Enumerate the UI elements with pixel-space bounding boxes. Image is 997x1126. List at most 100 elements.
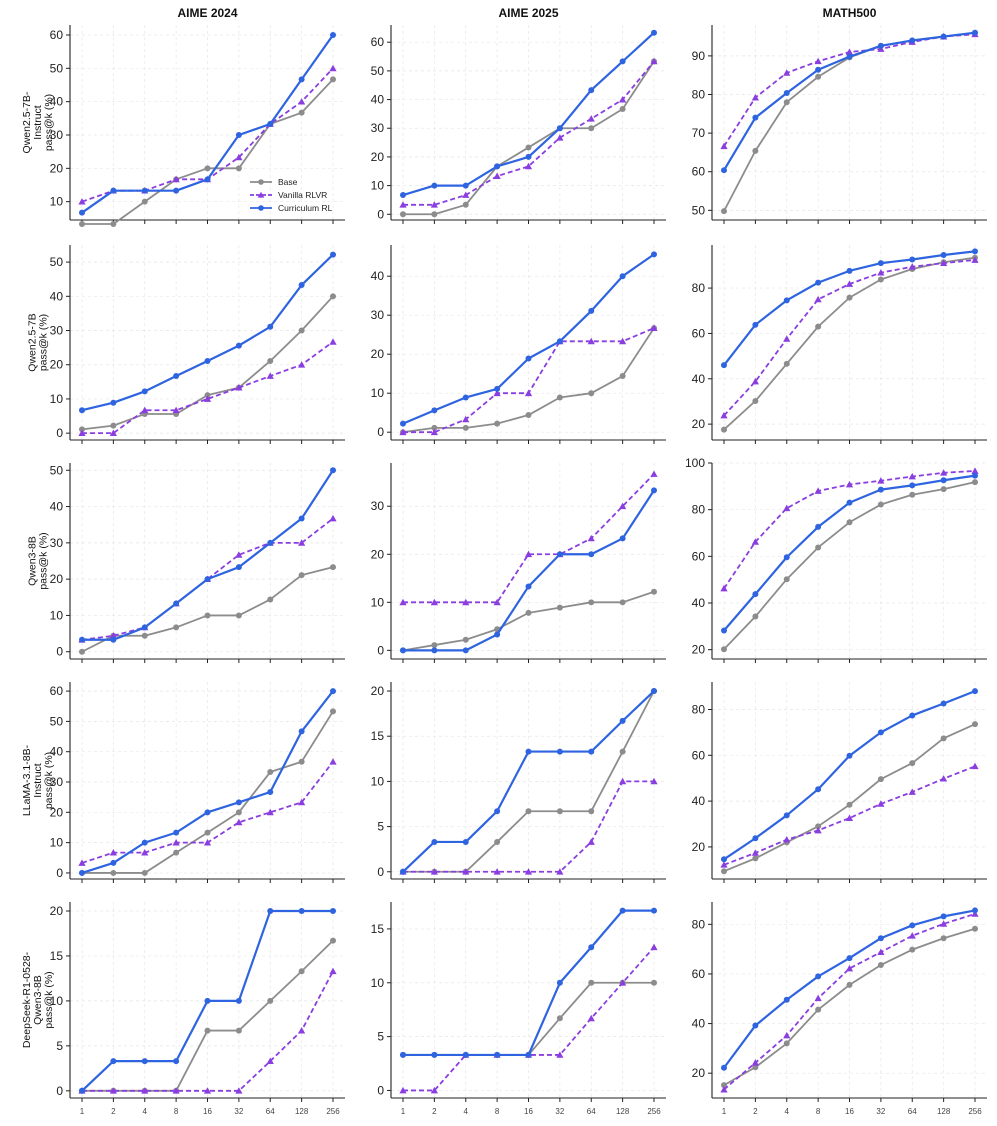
- data-point: [525, 808, 532, 815]
- data-point: [877, 729, 884, 736]
- row-label-line: pass@k (%): [43, 94, 55, 151]
- data-point: [909, 946, 916, 953]
- data-point: [330, 76, 336, 83]
- series-vanilla-rlvr: [78, 338, 337, 437]
- data-point: [815, 66, 822, 73]
- data-point: [141, 198, 148, 205]
- series-vanilla-rlvr: [78, 758, 337, 866]
- row-label-line: pass@k (%): [37, 314, 49, 371]
- data-point: [399, 201, 407, 208]
- data-point: [330, 937, 336, 944]
- data-point: [588, 307, 595, 314]
- data-point: [79, 221, 85, 227]
- x-tick-label: 32: [555, 1107, 564, 1116]
- data-point: [783, 836, 791, 843]
- y-tick-label: 0: [56, 866, 63, 880]
- data-point: [721, 167, 727, 174]
- data-point: [400, 868, 406, 875]
- data-point: [815, 73, 822, 80]
- x-tick-label: 1: [401, 1107, 406, 1116]
- data-point: [909, 37, 916, 44]
- data-point: [525, 153, 532, 160]
- data-point: [79, 426, 85, 433]
- data-point: [814, 994, 822, 1002]
- data-point: [141, 849, 149, 856]
- data-point: [877, 42, 884, 49]
- data-point: [846, 294, 853, 301]
- data-point: [330, 251, 336, 258]
- data-point: [462, 598, 470, 606]
- data-point: [751, 93, 759, 101]
- data-point: [815, 786, 822, 793]
- data-point: [619, 907, 626, 914]
- data-point: [908, 263, 916, 270]
- data-point: [752, 398, 759, 404]
- data-point: [846, 752, 853, 759]
- data-point: [267, 769, 274, 776]
- data-point: [845, 964, 854, 972]
- row-label-line: Qwen2.5-7B: [26, 313, 38, 371]
- data-point: [204, 829, 211, 836]
- data-point: [173, 187, 180, 194]
- y-tick-label: 60: [50, 684, 64, 698]
- series-vanilla-rlvr: [720, 910, 979, 1093]
- series-curriculum-rl: [79, 251, 336, 414]
- data-point: [298, 515, 305, 522]
- panel-math500-row-1: 20 40 60 80: [692, 245, 987, 444]
- x-tick-label: 1: [722, 1107, 727, 1116]
- data-point: [783, 812, 790, 819]
- legend-marker: [258, 179, 264, 185]
- data-point: [462, 838, 469, 845]
- data-point: [298, 907, 305, 914]
- data-point: [298, 1026, 306, 1034]
- data-point: [462, 1051, 469, 1058]
- data-point: [783, 69, 791, 76]
- data-point: [846, 955, 853, 962]
- data-point: [235, 1087, 243, 1094]
- data-point: [494, 631, 501, 638]
- y-tick-label: 0: [377, 643, 384, 657]
- data-point: [329, 758, 337, 765]
- y-tick-label: 0: [377, 1083, 384, 1097]
- row-label-2: Qwen3-8B pass@k (%): [26, 532, 49, 589]
- y-tick-label: 60: [692, 326, 706, 340]
- data-point: [298, 758, 305, 765]
- panel-aime-2024-row-0: 10 20 30 40 50 60: [50, 25, 345, 227]
- data-point: [430, 201, 438, 208]
- series-curriculum-rl: [400, 487, 657, 654]
- row-label-line: pass@k (%): [37, 532, 49, 589]
- data-point: [431, 211, 438, 218]
- y-tick-label: 100: [685, 456, 705, 470]
- data-point: [329, 338, 337, 345]
- series-vanilla-rlvr: [720, 762, 979, 868]
- data-point: [751, 849, 759, 856]
- y-tick-label: 40: [692, 372, 706, 386]
- data-point: [940, 477, 947, 484]
- data-point: [721, 646, 727, 653]
- data-point: [587, 337, 595, 345]
- data-point: [752, 855, 759, 862]
- x-tick-label: 128: [295, 1107, 309, 1116]
- data-point: [431, 424, 438, 431]
- series-line-vanilla-rlvr: [82, 341, 334, 435]
- y-tick-label: 50: [50, 61, 64, 75]
- data-point: [79, 869, 85, 876]
- data-point: [400, 192, 406, 199]
- row-label-line: Qwen2.5-7B-: [21, 91, 33, 153]
- data-point: [588, 390, 595, 397]
- data-point: [494, 838, 501, 845]
- data-point: [650, 470, 658, 477]
- data-point: [972, 248, 978, 255]
- data-point: [588, 87, 595, 94]
- y-tick-label: 10: [371, 595, 385, 609]
- row-label-line: Instruct: [32, 105, 44, 140]
- y-tick-label: 40: [50, 95, 64, 109]
- data-point: [173, 600, 180, 607]
- x-tick-label: 4: [464, 1107, 469, 1116]
- data-point: [619, 337, 627, 345]
- data-point: [720, 411, 728, 419]
- data-point: [783, 297, 790, 304]
- y-tick-label: 5: [377, 1030, 384, 1044]
- data-point: [752, 613, 759, 620]
